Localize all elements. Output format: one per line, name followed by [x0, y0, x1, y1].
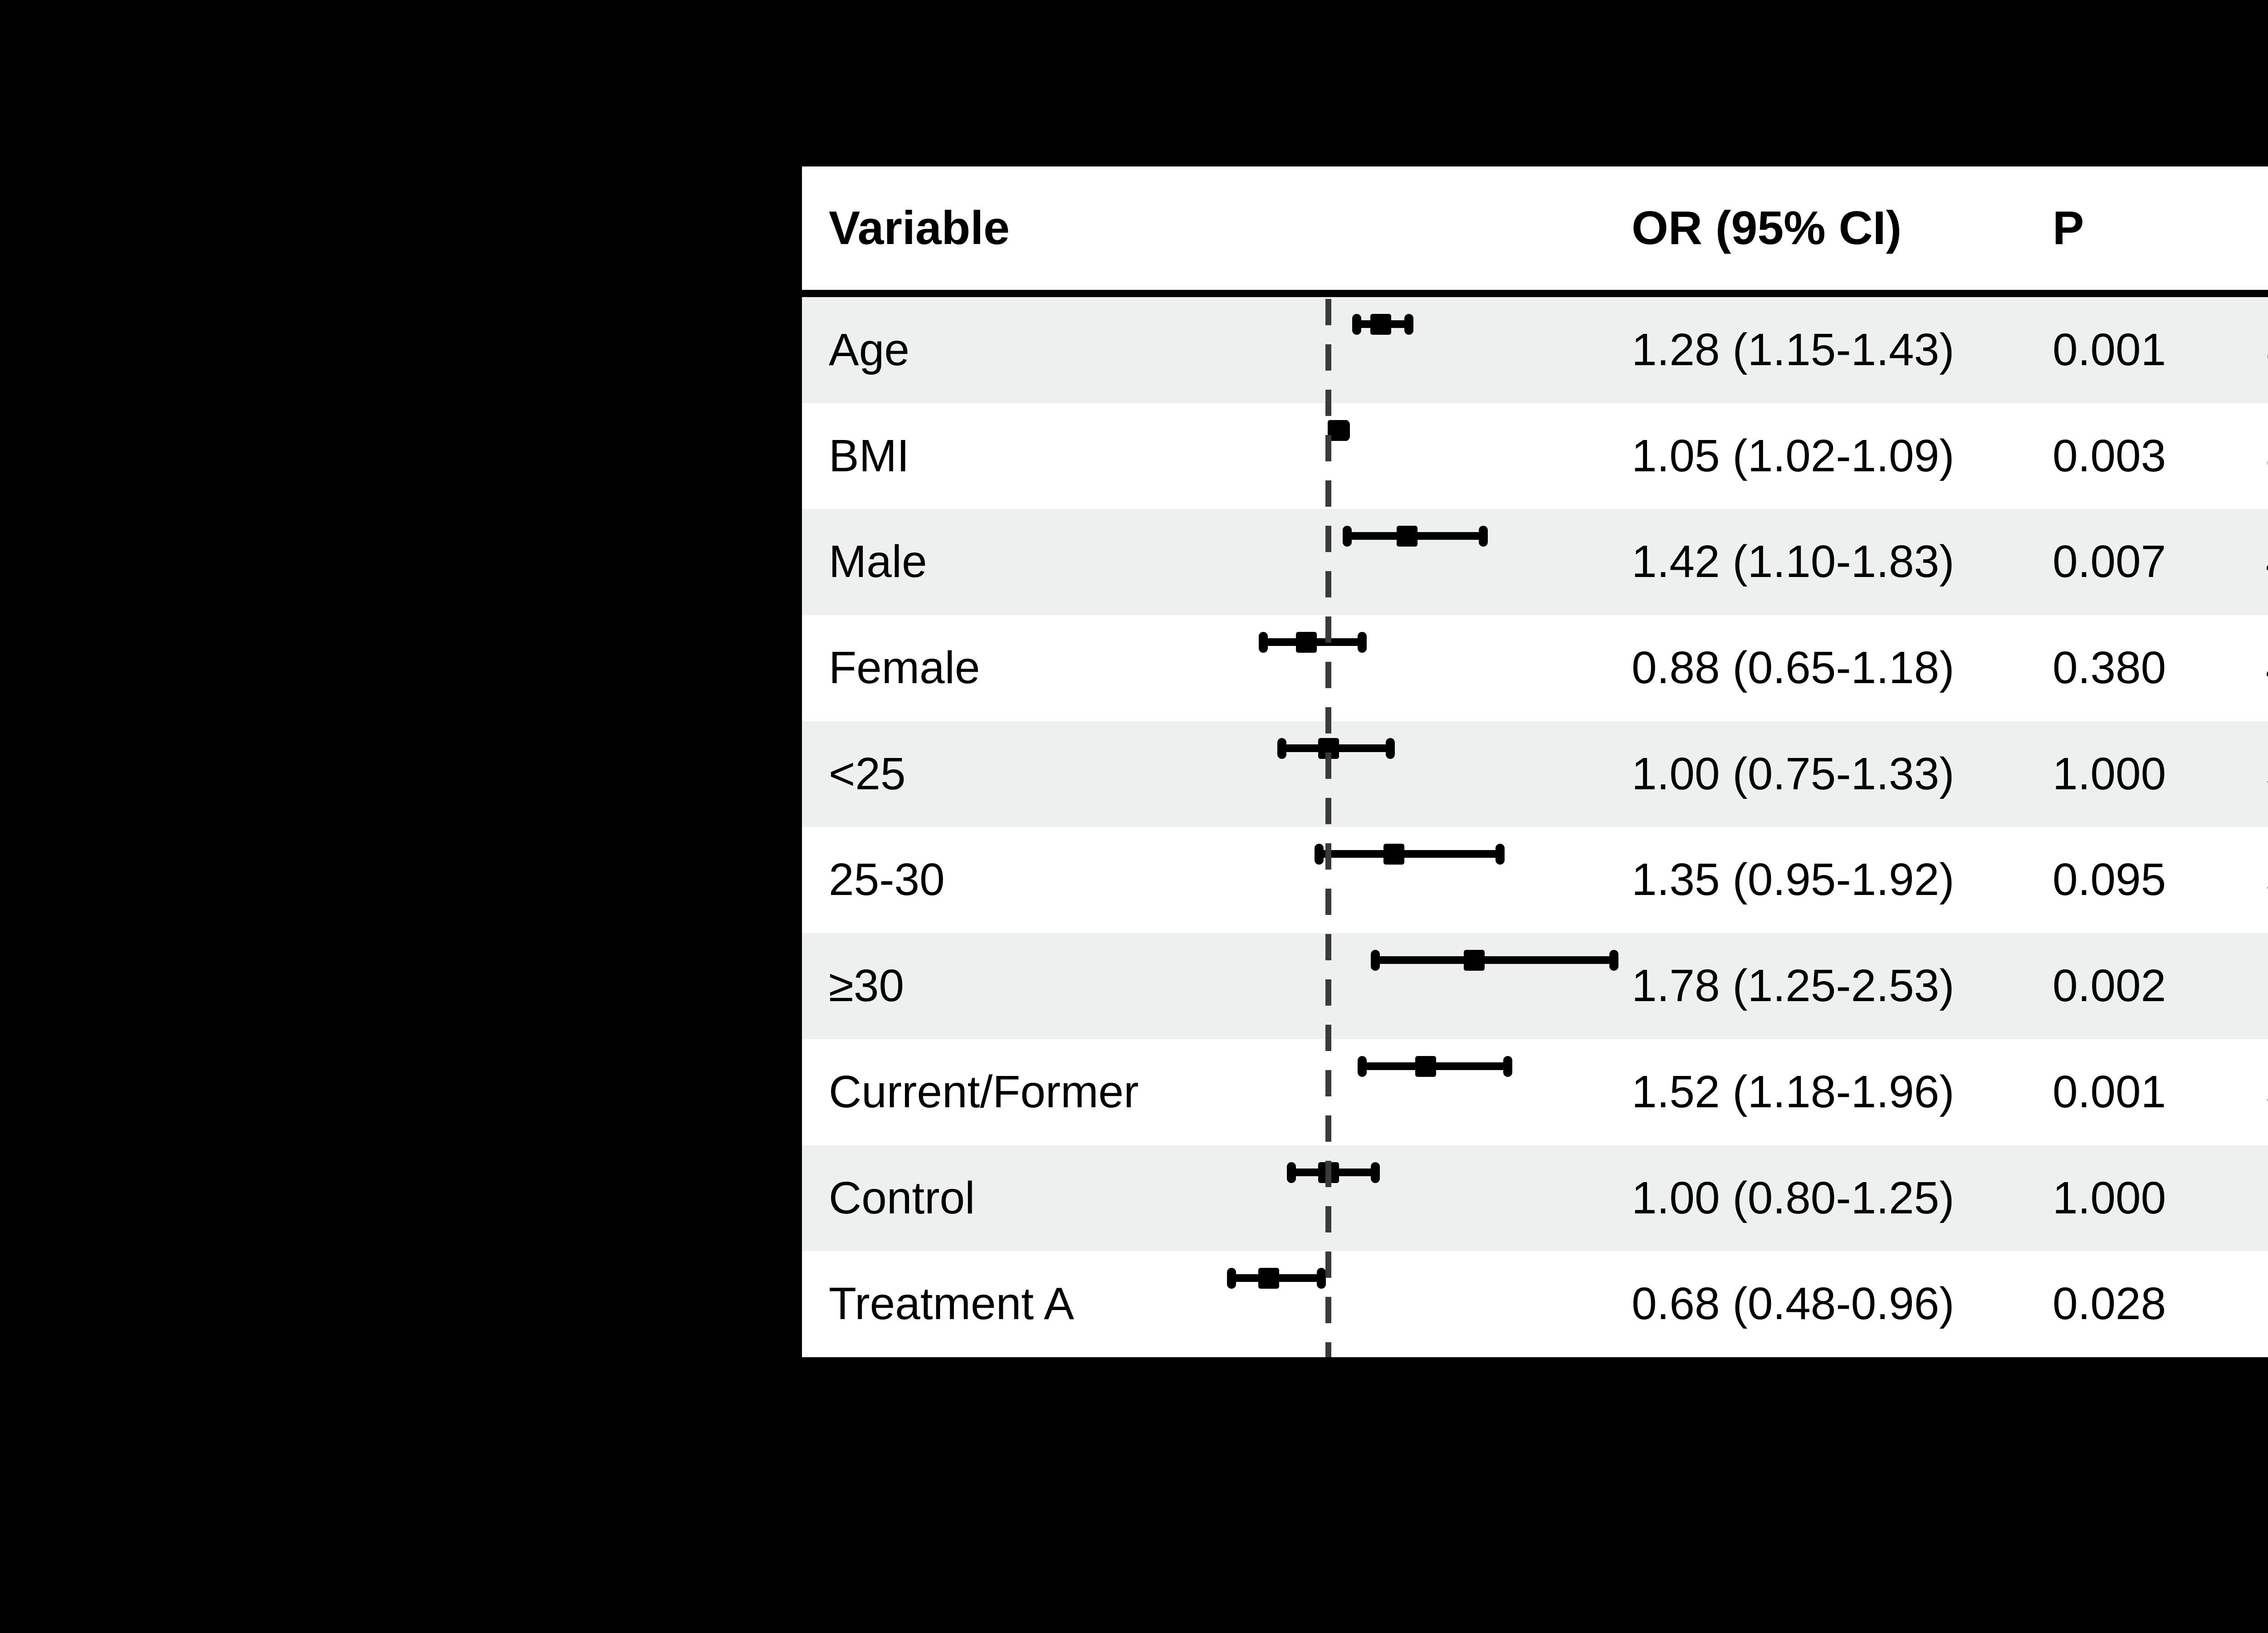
or-ci-value: 1.78 (1.25-2.53): [1632, 960, 1955, 1012]
ci-upper-cap: [1479, 526, 1488, 547]
variable-label: BMI: [829, 430, 909, 481]
table-row: <25 1.00 (0.75-1.33) 1.000 320: [802, 721, 2268, 827]
ci-upper-cap: [1385, 738, 1395, 759]
ci-upper-cap: [1316, 1268, 1326, 1289]
column-header-n: N: [2266, 166, 2268, 290]
ci-upper-cap: [1357, 632, 1367, 653]
ci-lower-cap: [1286, 1162, 1296, 1183]
p-value: 1.000: [2053, 748, 2166, 799]
or-point-marker: [1383, 844, 1404, 865]
table-row: ≥30 1.78 (1.25-2.53) 0.002 220: [802, 933, 2268, 1039]
table-row: Age 1.28 (1.15-1.43) 0.001 850: [802, 297, 2268, 403]
or-ci-value: 1.52 (1.18-1.96): [1632, 1066, 1955, 1117]
n-value: 320: [2266, 721, 2268, 827]
column-header-variable: Variable: [829, 202, 1010, 254]
ci-lower-cap: [1370, 950, 1380, 971]
n-value: 425: [2266, 509, 2268, 615]
table-header-row: Variable OR (95% CI) P N: [802, 166, 2268, 290]
n-value: 850: [2266, 403, 2268, 509]
variable-label: Current/Former: [829, 1066, 1139, 1117]
or-ci-value: 1.42 (1.10-1.83): [1632, 536, 1955, 587]
or-ci-value: 0.88 (0.65-1.18): [1632, 642, 1955, 694]
variable-label: <25: [829, 748, 906, 799]
n-value: 850: [2266, 297, 2268, 403]
p-value: 0.001: [2053, 1066, 2166, 1117]
header-divider-rule: [802, 290, 2268, 297]
variable-label: Age: [829, 324, 909, 375]
or-point-marker: [1295, 632, 1317, 653]
ci-upper-cap: [1496, 844, 1505, 865]
variable-label: 25-30: [829, 854, 945, 905]
or-ci-value: 1.28 (1.15-1.43): [1632, 324, 1955, 375]
p-value: 0.001: [2053, 324, 2166, 375]
table-row: BMI 1.05 (1.02-1.09) 0.003 850: [802, 403, 2268, 509]
or-ci-value: 0.68 (0.48-0.96): [1632, 1278, 1955, 1330]
n-value: 280: [2266, 1145, 2268, 1252]
table-row: Current/Former 1.52 (1.18-1.96) 0.001 38…: [802, 1039, 2268, 1145]
variable-label: Male: [829, 536, 927, 587]
or-ci-value: 1.35 (0.95-1.92): [1632, 854, 1955, 905]
p-value: 0.003: [2053, 430, 2166, 481]
table-row: 25-30 1.35 (0.95-1.92) 0.095 310: [802, 827, 2268, 934]
reference-line-or-1: [1325, 299, 1331, 1357]
ci-lower-cap: [1259, 632, 1268, 653]
n-value: 220: [2266, 933, 2268, 1039]
p-value: 0.007: [2053, 536, 2166, 587]
n-value: 425: [2266, 615, 2268, 721]
table-body: Age 1.28 (1.15-1.43) 0.001 850 BMI 1.05 …: [802, 297, 2268, 1357]
variable-label: ≥30: [829, 960, 904, 1012]
p-value: 0.002: [2053, 960, 2166, 1012]
ci-lower-cap: [1343, 526, 1352, 547]
or-point-marker: [1370, 314, 1392, 335]
p-value: 0.380: [2053, 642, 2166, 694]
ci-lower-cap: [1315, 844, 1324, 865]
ci-upper-cap: [1404, 314, 1413, 335]
ci-line: [1319, 850, 1501, 858]
or-ci-value: 1.00 (0.80-1.25): [1632, 1172, 1955, 1223]
p-value: 1.000: [2053, 1172, 2166, 1223]
table-row: Male 1.42 (1.10-1.83) 0.007 425: [802, 509, 2268, 616]
ci-lower-cap: [1277, 738, 1287, 759]
n-value: 310: [2266, 827, 2268, 933]
or-ci-value: 1.00 (0.75-1.33): [1632, 748, 1955, 799]
ci-lower-cap: [1357, 1056, 1367, 1077]
ci-upper-cap: [1503, 1056, 1512, 1077]
p-value: 0.028: [2053, 1278, 2166, 1330]
p-value: 0.095: [2053, 854, 2166, 905]
or-point-marker: [1396, 526, 1418, 547]
column-header-p: P: [2053, 202, 2084, 254]
n-value: 380: [2266, 1039, 2268, 1145]
table-row: Control 1.00 (0.80-1.25) 1.000 280: [802, 1145, 2268, 1252]
column-header-or-ci: OR (95% CI): [1632, 202, 1902, 254]
forest-plot-table: Variable OR (95% CI) P N Age 1.28 (1.15-…: [802, 166, 2268, 1357]
ci-lower-cap: [1352, 314, 1361, 335]
variable-label: Female: [829, 642, 980, 694]
ci-upper-cap: [1370, 1162, 1380, 1183]
ci-upper-cap: [1609, 950, 1618, 971]
or-point-marker: [1463, 950, 1485, 971]
variable-label: Control: [829, 1172, 975, 1223]
n-value: 285: [2266, 1251, 2268, 1357]
table-row: Female 0.88 (0.65-1.18) 0.380 425: [802, 615, 2268, 721]
table-row: Treatment A 0.68 (0.48-0.96) 0.028 285: [802, 1251, 2268, 1357]
or-point-marker: [1258, 1268, 1280, 1289]
or-point-marker: [1415, 1056, 1436, 1077]
ci-lower-cap: [1227, 1268, 1237, 1289]
variable-label: Treatment A: [829, 1278, 1074, 1330]
or-ci-value: 1.05 (1.02-1.09): [1632, 430, 1955, 481]
ci-line: [1375, 956, 1614, 964]
